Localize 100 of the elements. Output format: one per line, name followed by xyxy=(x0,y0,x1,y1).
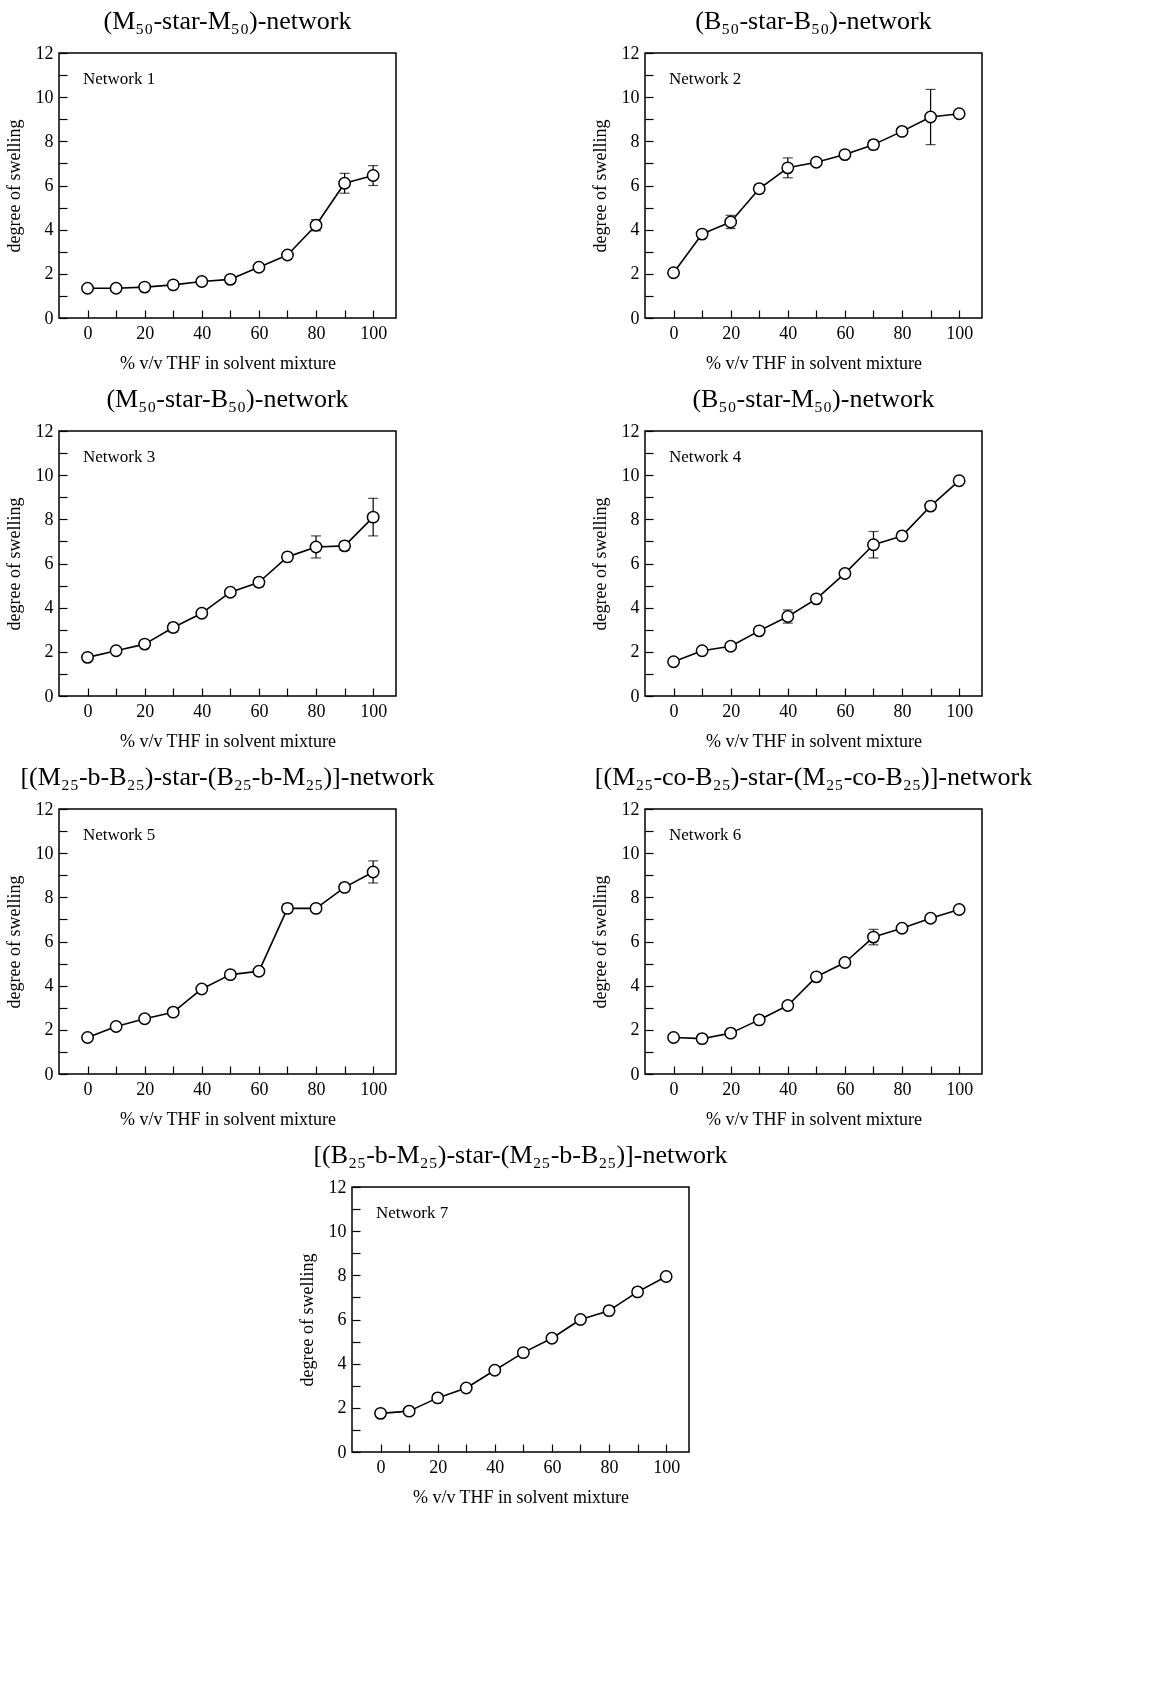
chart-title: (M₅₀-star-B₅₀)-network xyxy=(106,384,349,413)
y-tick-label: 4 xyxy=(337,1353,347,1374)
y-tick-label: 4 xyxy=(44,219,54,240)
y-tick-label: 4 xyxy=(44,597,54,618)
y-tick-label: 12 xyxy=(621,42,640,63)
x-tick-label: 0 xyxy=(83,1078,93,1099)
y-tick-label: 2 xyxy=(44,263,54,284)
y-tick-label: 12 xyxy=(35,420,54,441)
y-axis-title: degree of swelling xyxy=(589,119,610,253)
y-tick-label: 10 xyxy=(35,86,54,107)
chart-title: [(M₂₅-b-B₂₅)-star-(B₂₅-b-M₂₅)]-network xyxy=(20,762,435,791)
x-tick-label: 40 xyxy=(193,700,212,721)
x-tick-label: 40 xyxy=(779,322,798,343)
x-tick-label: 80 xyxy=(307,700,326,721)
x-axis-title: % v/v THF in solvent mixture xyxy=(705,352,922,373)
y-tick-label: 0 xyxy=(630,1063,640,1084)
x-tick-label: 100 xyxy=(945,700,973,721)
y-tick-label: 2 xyxy=(337,1397,347,1418)
x-tick-label: 100 xyxy=(945,1078,973,1099)
y-tick-label: 0 xyxy=(337,1441,347,1462)
x-tick-label: 80 xyxy=(893,322,912,343)
x-tick-label: 40 xyxy=(193,322,212,343)
x-tick-label: 40 xyxy=(486,1456,505,1477)
y-tick-label: 2 xyxy=(630,1019,640,1040)
x-tick-label: 40 xyxy=(779,1078,798,1099)
x-tick-label: 60 xyxy=(836,1078,855,1099)
y-tick-label: 6 xyxy=(630,175,640,195)
x-tick-label: 100 xyxy=(360,700,388,721)
y-tick-label: 4 xyxy=(44,975,54,996)
y-tick-label: 2 xyxy=(630,641,640,662)
y-axis-title: degree of swelling xyxy=(589,875,610,1009)
y-tick-label: 0 xyxy=(44,685,54,706)
annotation: Network 3 xyxy=(83,447,156,466)
y-tick-label: 10 xyxy=(328,1220,347,1241)
y-tick-label: 0 xyxy=(44,307,54,328)
y-tick-label: 0 xyxy=(44,1063,54,1084)
y-axis-title: degree of swelling xyxy=(3,875,24,1009)
x-tick-label: 100 xyxy=(653,1456,681,1477)
y-tick-label: 8 xyxy=(44,130,54,151)
x-tick-label: 80 xyxy=(600,1456,619,1477)
annotation: Network 4 xyxy=(668,447,742,466)
y-tick-label: 4 xyxy=(630,219,640,240)
x-tick-label: 80 xyxy=(893,1078,912,1099)
x-axis-title: % v/v THF in solvent mixture xyxy=(705,1108,922,1129)
x-tick-label: 20 xyxy=(721,322,740,343)
x-tick-label: 80 xyxy=(307,1078,326,1099)
x-tick-label: 100 xyxy=(360,1078,388,1099)
y-axis-title: degree of swelling xyxy=(296,1253,317,1387)
y-tick-label: 8 xyxy=(630,508,640,529)
x-tick-label: 80 xyxy=(307,322,326,343)
x-axis-title: % v/v THF in solvent mixture xyxy=(120,352,337,373)
x-tick-label: 20 xyxy=(136,322,155,343)
x-tick-label: 20 xyxy=(721,1078,740,1099)
annotation: Network 5 xyxy=(83,825,156,844)
y-tick-label: 10 xyxy=(621,842,640,863)
y-tick-label: 6 xyxy=(44,553,54,573)
x-tick-label: 80 xyxy=(893,700,912,721)
x-tick-label: 20 xyxy=(721,700,740,721)
annotation: Network 6 xyxy=(668,825,741,844)
x-tick-label: 60 xyxy=(250,700,269,721)
chart-title: (B₅₀-star-M₅₀)-network xyxy=(692,384,935,413)
y-tick-label: 2 xyxy=(44,641,54,662)
x-tick-label: 40 xyxy=(193,1078,212,1099)
y-tick-label: 6 xyxy=(44,175,54,195)
x-tick-label: 100 xyxy=(945,322,973,343)
x-tick-label: 0 xyxy=(83,700,93,721)
x-tick-label: 0 xyxy=(669,700,679,721)
y-tick-label: 10 xyxy=(35,464,54,485)
x-axis-title: % v/v THF in solvent mixture xyxy=(120,1108,337,1129)
annotation: Network 7 xyxy=(376,1203,449,1222)
x-tick-label: 20 xyxy=(429,1456,448,1477)
x-tick-label: 20 xyxy=(136,1078,155,1099)
x-tick-label: 60 xyxy=(250,322,269,343)
y-tick-label: 6 xyxy=(630,553,640,573)
y-axis-title: degree of swelling xyxy=(3,497,24,631)
y-tick-label: 6 xyxy=(630,931,640,951)
x-tick-label: 60 xyxy=(836,700,855,721)
y-tick-label: 8 xyxy=(44,508,54,529)
y-tick-label: 12 xyxy=(621,420,640,441)
y-tick-label: 4 xyxy=(630,975,640,996)
x-tick-label: 20 xyxy=(136,700,155,721)
chart-title: [(M₂₅-co-B₂₅)-star-(M₂₅-co-B₂₅)]-network xyxy=(594,762,1032,791)
y-tick-label: 2 xyxy=(630,263,640,284)
y-tick-label: 10 xyxy=(621,86,640,107)
x-axis-title: % v/v THF in solvent mixture xyxy=(705,730,922,751)
y-tick-label: 8 xyxy=(337,1264,347,1285)
y-tick-label: 12 xyxy=(621,798,640,819)
x-tick-label: 40 xyxy=(779,700,798,721)
annotation: Network 1 xyxy=(83,69,156,88)
chart-title: (B₅₀-star-B₅₀)-network xyxy=(695,6,932,35)
x-tick-label: 60 xyxy=(250,1078,269,1099)
y-tick-label: 12 xyxy=(35,798,54,819)
x-tick-label: 0 xyxy=(376,1456,386,1477)
x-tick-label: 60 xyxy=(543,1456,562,1477)
y-axis-title: degree of swelling xyxy=(3,119,24,253)
y-tick-label: 4 xyxy=(630,597,640,618)
chart-title: (M₅₀-star-M₅₀)-network xyxy=(103,6,352,35)
y-tick-label: 10 xyxy=(621,464,640,485)
y-tick-label: 10 xyxy=(35,842,54,863)
y-tick-label: 6 xyxy=(337,1309,347,1329)
